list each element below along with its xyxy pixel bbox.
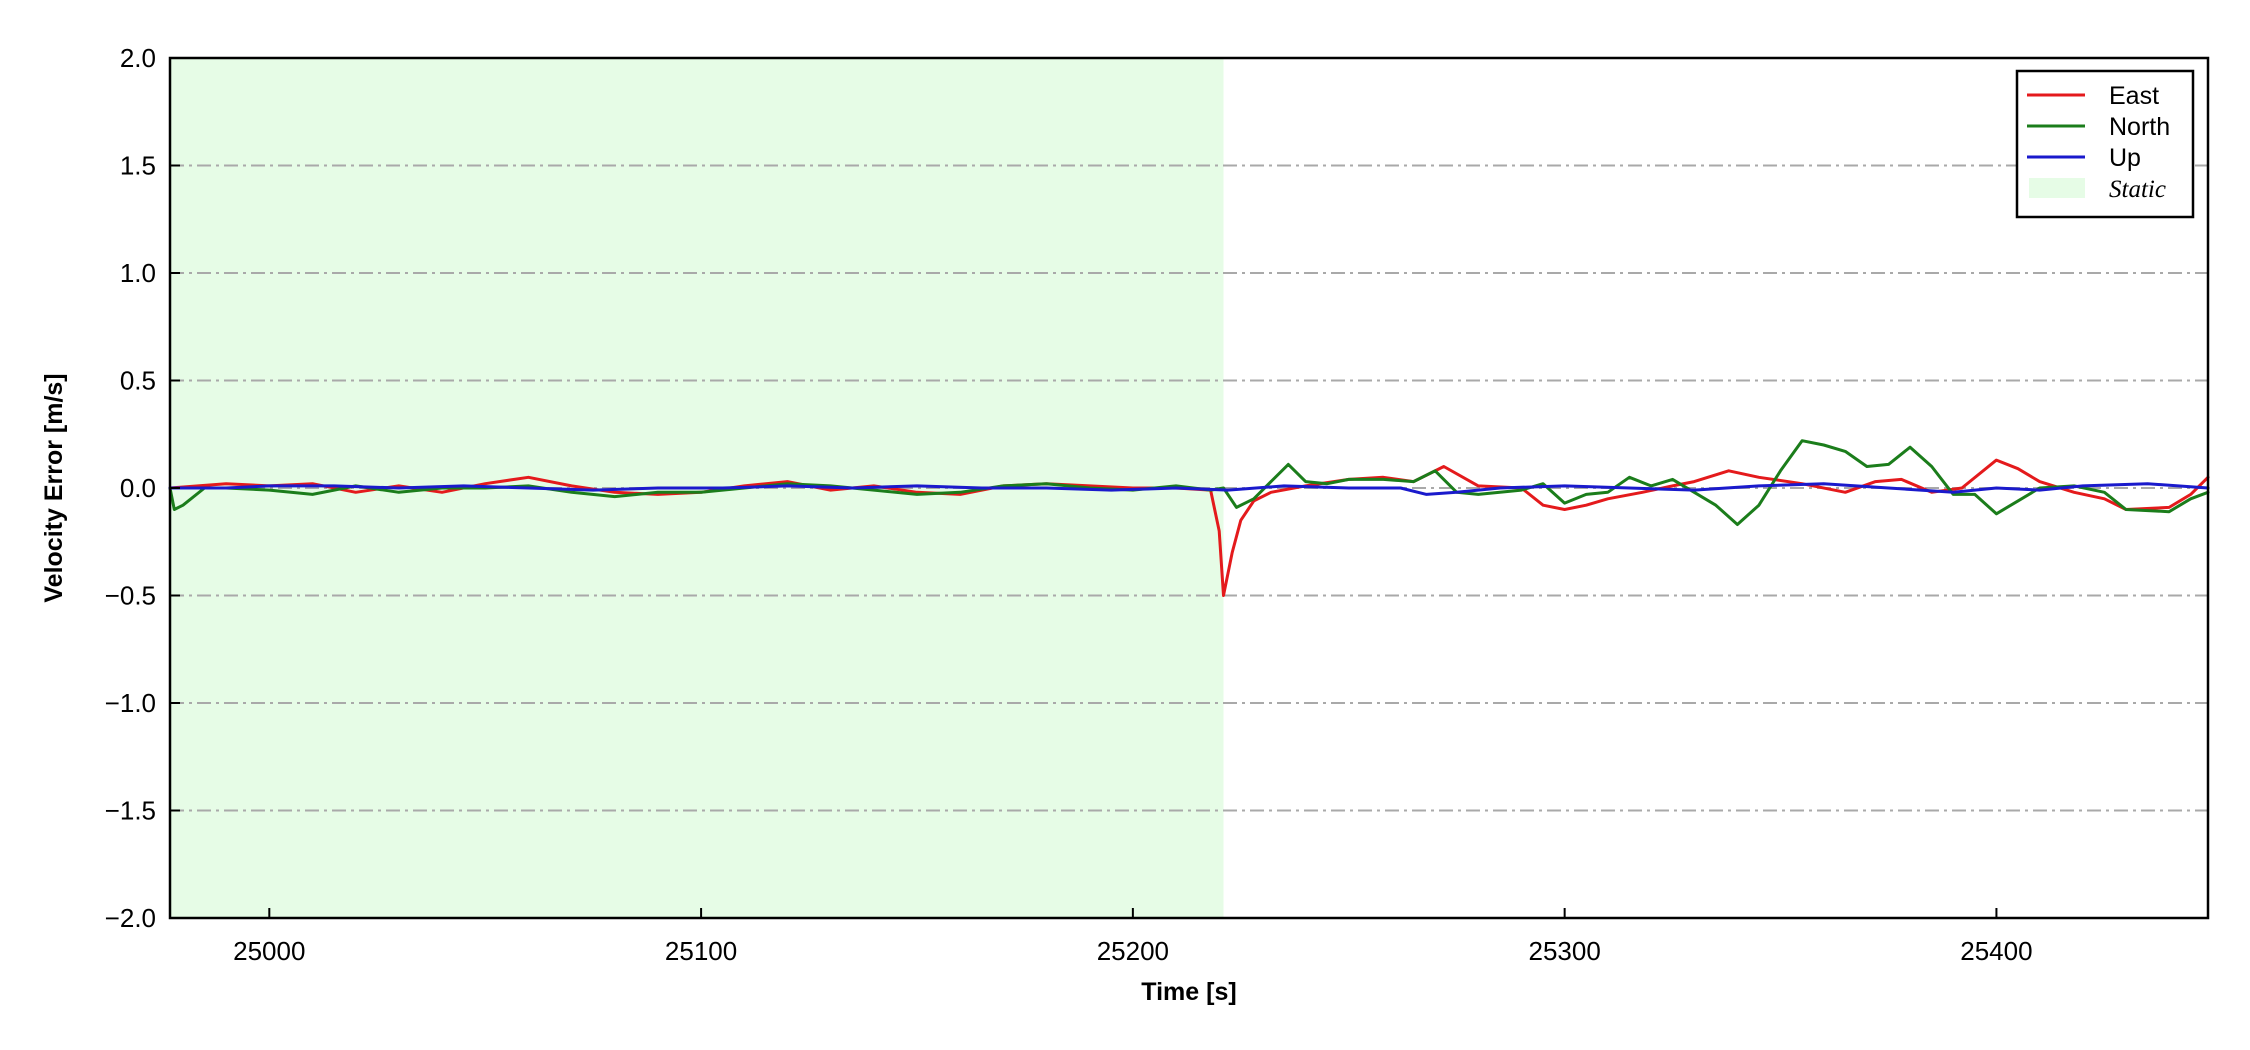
y-tick-label: 0.0 <box>120 473 156 503</box>
legend: East North Up Static <box>2015 69 2195 219</box>
series-layer <box>168 439 2210 597</box>
legend-swatch-static <box>2029 178 2085 198</box>
y-tick-label: 1.5 <box>120 151 156 181</box>
legend-label-north: North <box>2109 113 2170 141</box>
x-tick-label: 25100 <box>665 936 737 966</box>
x-axis-label: Time [s] <box>1141 978 1236 1006</box>
x-tick-label: 25400 <box>1960 936 2032 966</box>
y-tick-label: −1.5 <box>105 796 156 826</box>
y-tick-label: 2.0 <box>120 43 156 73</box>
y-tick-label: 0.5 <box>120 366 156 396</box>
y-tick-label: −0.5 <box>105 581 156 611</box>
legend-label-up: Up <box>2109 144 2141 172</box>
y-axis-label: Velocity Error [m/s] <box>40 373 68 602</box>
x-tick-label: 25000 <box>233 936 305 966</box>
legend-label-static: Static <box>2109 176 2166 203</box>
y-tick-label: −1.0 <box>105 688 156 718</box>
series-line-up <box>168 482 2210 496</box>
y-tick-label: −2.0 <box>105 903 156 933</box>
axes-layer: −2.0 −1.5 −1.0 −0.5 0.0 0.5 1.0 1.5 2.0 25000 2510… <box>40 43 2210 1006</box>
legend-label-east: East <box>2109 82 2159 110</box>
series-line-north <box>168 439 2210 526</box>
y-tick-label: 1.0 <box>120 258 156 288</box>
x-tick-label: 25300 <box>1528 936 1600 966</box>
x-tick-label: 25200 <box>1097 936 1169 966</box>
